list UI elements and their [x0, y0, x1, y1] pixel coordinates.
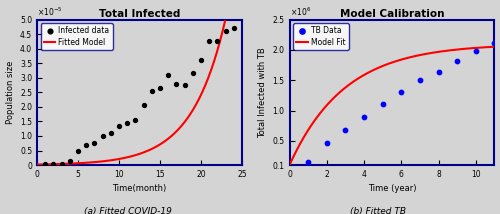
TB Data — [360, 115, 368, 118]
Infected data — [197, 59, 205, 62]
Infected data — [50, 162, 58, 166]
Infected data — [58, 162, 66, 165]
Fitted Model — [177, 126, 183, 129]
Fitted Model — [176, 127, 182, 130]
Infected data — [107, 131, 115, 135]
Infected data — [66, 159, 74, 162]
Infected data — [90, 141, 98, 145]
Infected data — [205, 40, 213, 43]
Fitted Model — [158, 143, 164, 145]
Model Fit — [311, 120, 317, 122]
Infected data — [148, 89, 156, 93]
TB Data — [416, 79, 424, 82]
Infected data — [82, 143, 90, 146]
Model Fit — [416, 54, 422, 57]
Line: Fitted Model: Fitted Model — [37, 0, 234, 165]
TB Data — [342, 128, 349, 132]
TB Data — [323, 141, 331, 144]
TB Data — [472, 49, 480, 53]
Infected data — [74, 149, 82, 152]
Title: Total Infected: Total Infected — [99, 9, 180, 19]
Infected data — [164, 73, 172, 77]
Legend: Infected data, Fitted Model: Infected data, Fitted Model — [41, 23, 113, 50]
Model Fit — [286, 164, 292, 166]
Infected data — [172, 82, 180, 85]
X-axis label: Time(month): Time(month) — [112, 184, 166, 193]
Infected data — [98, 134, 106, 138]
X-axis label: Time (year): Time (year) — [368, 184, 416, 193]
Y-axis label: Population size: Population size — [6, 61, 15, 124]
Infected data — [132, 118, 140, 122]
Model Fit — [354, 78, 360, 81]
TB Data — [398, 91, 406, 94]
Infected data — [214, 40, 222, 43]
Title: Model Calibration: Model Calibration — [340, 9, 444, 19]
Model Fit — [434, 51, 440, 53]
Infected data — [42, 163, 50, 166]
Model Fit — [436, 51, 442, 53]
Infected data — [156, 86, 164, 90]
Legend: TB Data, Model Fit: TB Data, Model Fit — [294, 23, 348, 50]
Text: $\times10^{-5}$: $\times10^{-5}$ — [37, 6, 62, 18]
Model Fit — [368, 70, 374, 73]
TB Data — [490, 41, 498, 44]
Infected data — [124, 121, 132, 125]
TB Data — [453, 59, 461, 62]
Text: (b) Fitted TB: (b) Fitted TB — [350, 207, 406, 214]
Text: $\times10^{6}$: $\times10^{6}$ — [290, 6, 311, 18]
TB Data — [434, 71, 442, 74]
Fitted Model — [34, 163, 40, 166]
Model Fit — [492, 45, 498, 48]
Line: Model Fit: Model Fit — [290, 47, 494, 165]
Text: (a) Fitted COVID-19: (a) Fitted COVID-19 — [84, 207, 172, 214]
Fitted Model — [112, 158, 118, 161]
Infected data — [180, 83, 188, 87]
Infected data — [222, 30, 230, 33]
Infected data — [230, 27, 238, 30]
TB Data — [378, 103, 386, 106]
Fitted Model — [98, 160, 104, 163]
Infected data — [189, 72, 197, 75]
TB Data — [304, 160, 312, 164]
Y-axis label: Total Infected with TB: Total Infected with TB — [258, 47, 267, 138]
Infected data — [115, 124, 123, 128]
Infected data — [140, 104, 147, 107]
Fitted Model — [58, 163, 64, 165]
